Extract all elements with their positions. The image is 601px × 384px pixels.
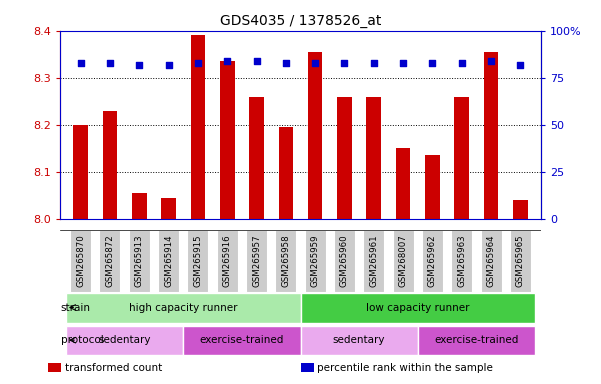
Point — [222, 58, 232, 64]
Bar — [216, 230, 238, 292]
Bar — [275, 230, 296, 292]
Bar — [220, 61, 234, 219]
Point — [135, 61, 144, 68]
Point — [105, 60, 115, 66]
Bar — [367, 97, 381, 219]
Text: high capacity runner: high capacity runner — [129, 303, 237, 313]
Bar — [334, 230, 355, 292]
Point — [457, 60, 466, 66]
Bar — [66, 326, 183, 356]
Text: sedentary: sedentary — [99, 335, 151, 345]
Bar — [73, 125, 88, 219]
Text: GSM265960: GSM265960 — [340, 235, 349, 287]
Point — [281, 60, 291, 66]
Text: GSM265914: GSM265914 — [164, 235, 173, 287]
Bar — [99, 230, 120, 292]
Bar — [300, 326, 418, 356]
Point — [310, 60, 320, 66]
Text: GSM265965: GSM265965 — [516, 235, 525, 287]
Bar — [305, 230, 326, 292]
Bar — [48, 363, 61, 372]
Text: GSM265964: GSM265964 — [487, 235, 496, 287]
Point — [340, 60, 349, 66]
Text: GSM265958: GSM265958 — [281, 235, 290, 287]
Bar — [158, 230, 179, 292]
Bar — [454, 97, 469, 219]
Bar — [422, 230, 443, 292]
Bar — [249, 97, 264, 219]
Bar — [337, 97, 352, 219]
Bar — [246, 230, 267, 292]
Text: exercise-trained: exercise-trained — [200, 335, 284, 345]
Bar — [392, 230, 413, 292]
Bar — [191, 35, 205, 219]
Point — [516, 61, 525, 68]
Bar — [484, 52, 498, 219]
Text: percentile rank within the sample: percentile rank within the sample — [317, 362, 493, 372]
Text: GSM265957: GSM265957 — [252, 235, 261, 287]
Text: transformed count: transformed count — [65, 362, 162, 372]
Text: GSM265913: GSM265913 — [135, 235, 144, 287]
Bar — [278, 127, 293, 219]
Text: low capacity runner: low capacity runner — [366, 303, 469, 313]
Bar — [183, 326, 300, 356]
Bar — [70, 230, 91, 292]
Point — [428, 60, 438, 66]
Text: GSM265915: GSM265915 — [194, 235, 203, 287]
Bar — [103, 111, 117, 219]
Text: GSM265962: GSM265962 — [428, 235, 437, 287]
Point — [193, 60, 203, 66]
Point — [76, 60, 85, 66]
Text: GSM265870: GSM265870 — [76, 235, 85, 287]
Text: GSM265916: GSM265916 — [223, 235, 232, 287]
Bar — [363, 230, 385, 292]
Text: strain: strain — [61, 303, 91, 313]
Point — [486, 58, 496, 64]
Bar — [66, 293, 300, 323]
Text: GSM265961: GSM265961 — [369, 235, 378, 287]
Bar — [425, 156, 440, 219]
Bar — [188, 230, 209, 292]
Text: GSM268007: GSM268007 — [398, 235, 407, 287]
Bar — [161, 198, 176, 219]
Bar — [510, 230, 531, 292]
Bar — [481, 230, 502, 292]
Text: GSM265963: GSM265963 — [457, 235, 466, 287]
Point — [369, 60, 379, 66]
Text: GSM265959: GSM265959 — [311, 235, 320, 287]
Bar — [451, 230, 472, 292]
Bar — [418, 326, 535, 356]
Point — [252, 58, 261, 64]
Text: protocol: protocol — [61, 335, 103, 345]
Text: GSM265872: GSM265872 — [105, 235, 114, 287]
Bar — [396, 148, 410, 219]
Bar — [300, 293, 535, 323]
Bar — [308, 52, 323, 219]
Point — [398, 60, 408, 66]
Text: exercise-trained: exercise-trained — [434, 335, 519, 345]
Point — [163, 61, 173, 68]
Bar — [129, 230, 150, 292]
Text: sedentary: sedentary — [333, 335, 385, 345]
Bar — [513, 200, 528, 219]
Bar — [132, 193, 147, 219]
Title: GDS4035 / 1378526_at: GDS4035 / 1378526_at — [220, 14, 381, 28]
Bar — [300, 363, 314, 372]
